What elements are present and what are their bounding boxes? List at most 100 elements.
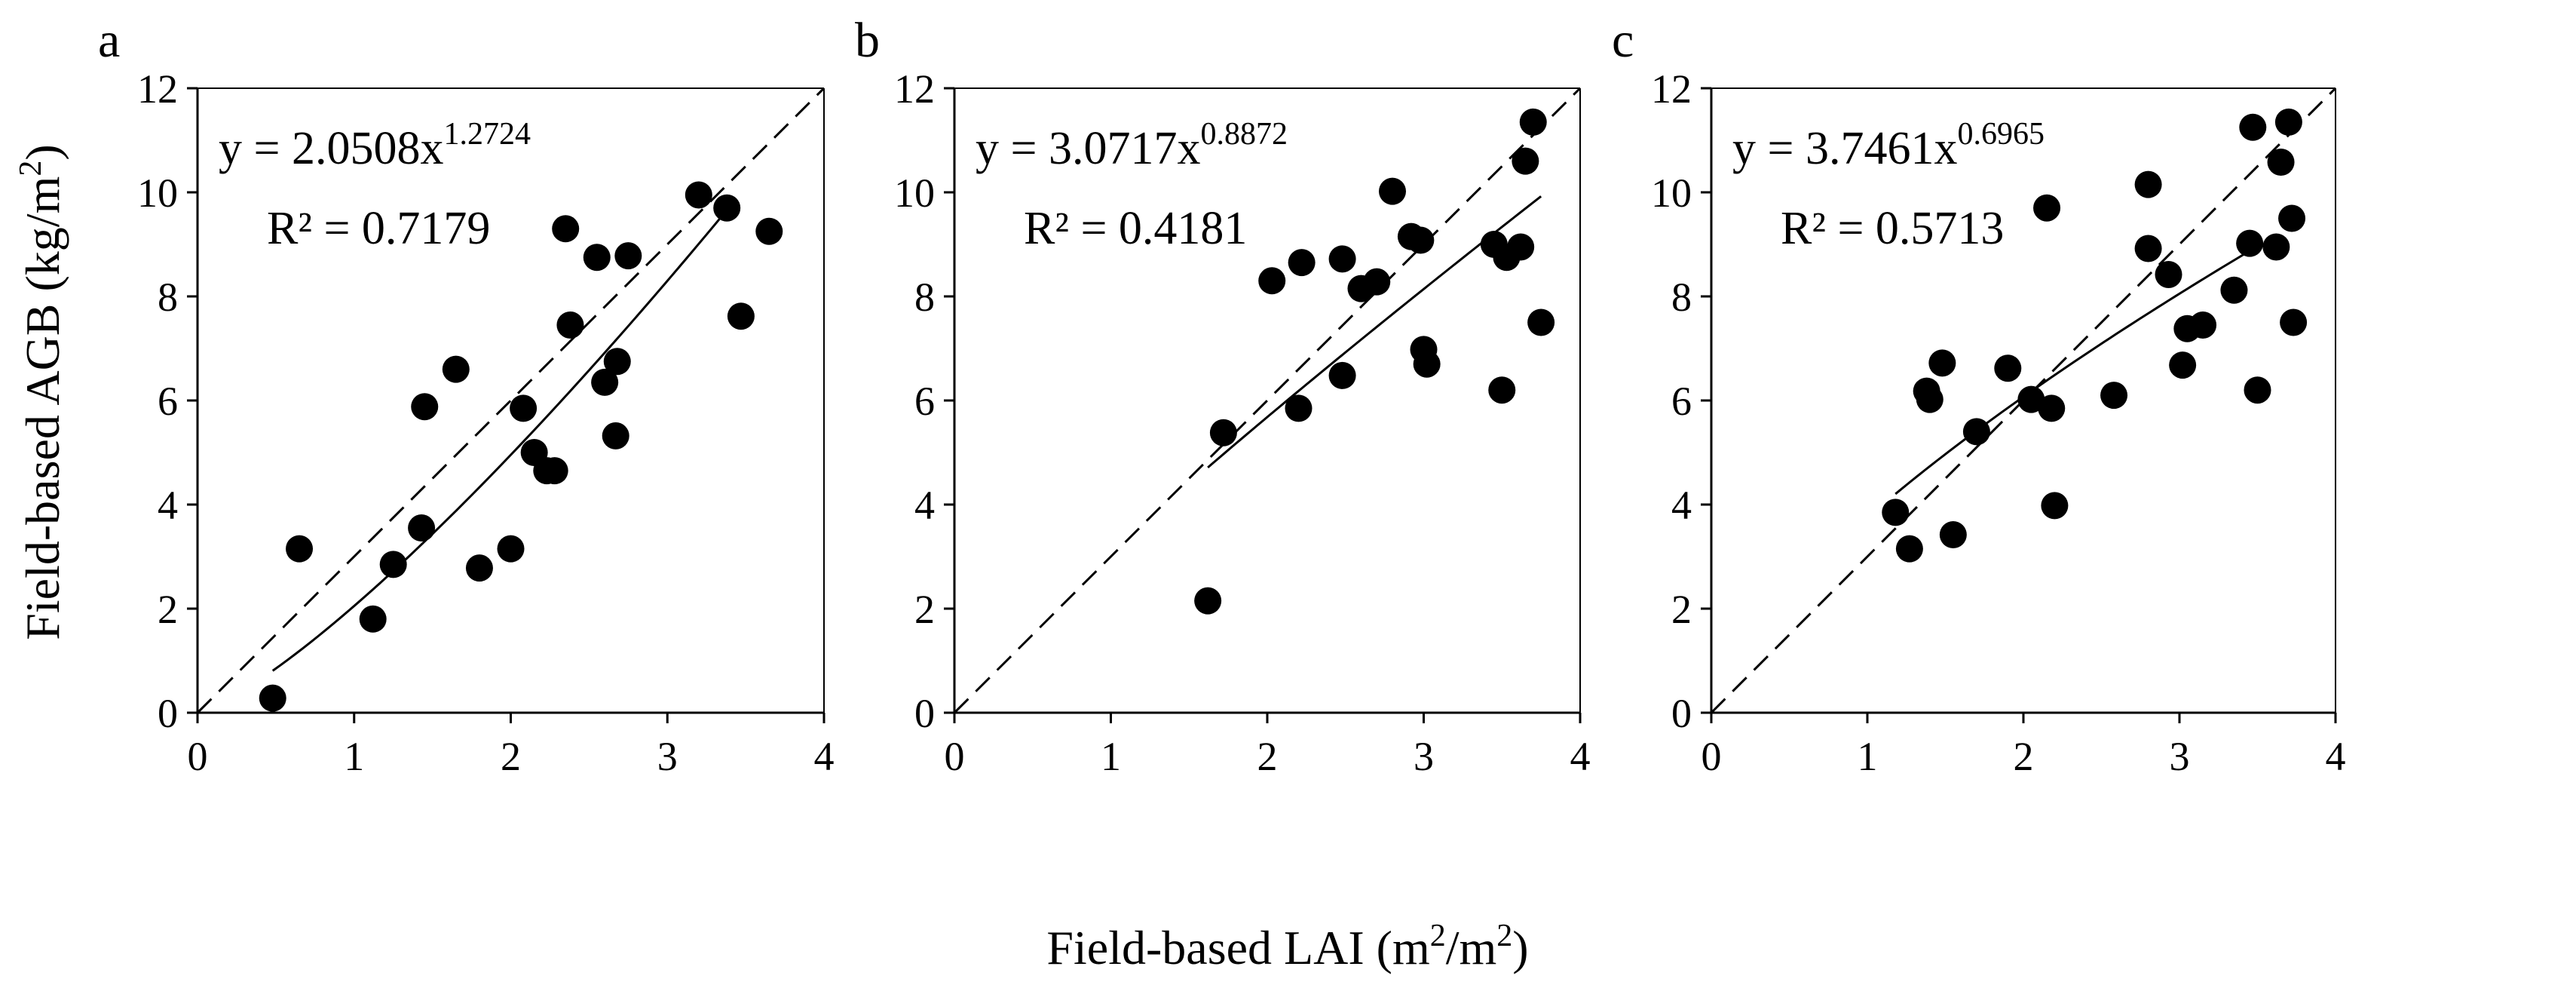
data-point: [755, 217, 783, 245]
data-point: [2134, 235, 2162, 262]
y-tick-label: 8: [1671, 275, 1692, 320]
data-point: [2169, 351, 2197, 379]
y-axis-label: Field-based AGB (kg/m2): [14, 144, 69, 640]
data-point: [583, 244, 611, 272]
x-tick-label: 4: [1570, 734, 1591, 779]
r-squared: R² = 0.5713: [1781, 203, 2004, 254]
data-point: [1994, 354, 2022, 382]
y-tick-label: 12: [894, 66, 935, 112]
data-point: [1285, 394, 1313, 422]
y-tick-label: 4: [914, 483, 935, 528]
y-tick-label: 0: [914, 691, 935, 736]
data-point: [1258, 267, 1286, 295]
data-point: [1519, 108, 1547, 136]
x-tick-label: 1: [1101, 734, 1121, 779]
y-tick-label: 10: [137, 170, 178, 216]
data-point: [727, 302, 755, 330]
data-point: [1962, 418, 1990, 446]
r-squared: R² = 0.7179: [267, 203, 490, 254]
data-point: [1379, 177, 1406, 205]
data-point: [259, 684, 286, 712]
equation: y = 3.7461x0.6965: [1732, 117, 2045, 174]
data-point: [603, 348, 631, 376]
data-point: [2038, 394, 2066, 422]
data-point: [1363, 268, 1391, 296]
data-point: [2239, 113, 2267, 141]
data-point: [556, 311, 584, 339]
y-tick-label: 4: [1671, 483, 1692, 528]
y-axis-label-main: Field-based AGB (kg/m: [16, 176, 69, 640]
x-tick-label: 3: [2170, 734, 2190, 779]
data-point: [2189, 311, 2217, 339]
panel-label: b: [855, 13, 880, 68]
equation: y = 2.0508x1.2724: [219, 117, 531, 174]
data-point: [2274, 108, 2302, 136]
data-point: [2134, 170, 2162, 198]
x-tick-label: 4: [814, 734, 835, 779]
data-point: [286, 535, 314, 563]
data-point: [497, 535, 525, 563]
equation-base: y = 3.0717x: [976, 123, 1200, 174]
y-tick-label: 2: [914, 587, 935, 632]
data-point: [1288, 249, 1316, 277]
data-point: [1488, 376, 1516, 404]
data-point: [2278, 204, 2306, 232]
data-point: [1527, 308, 1555, 336]
x-tick-label: 4: [2326, 734, 2346, 779]
fit-curve: [1894, 247, 2254, 496]
data-point: [411, 393, 439, 421]
x-axis-label-mid: /m: [1446, 921, 1497, 974]
data-point: [359, 605, 387, 633]
data-point: [2100, 382, 2128, 410]
data-point: [1512, 147, 1539, 175]
x-tick-label: 2: [2014, 734, 2034, 779]
data-point: [1209, 419, 1237, 446]
data-point: [1928, 349, 1956, 377]
data-point: [1194, 587, 1222, 615]
x-tick-label: 0: [188, 734, 208, 779]
data-point: [2244, 376, 2271, 404]
y-tick-label: 10: [894, 170, 935, 216]
data-point: [1507, 233, 1535, 261]
x-tick-label: 2: [1257, 734, 1278, 779]
data-point: [408, 514, 436, 542]
data-point: [2262, 233, 2290, 261]
x-tick-label: 0: [1702, 734, 1722, 779]
x-axis-label-sup1: 2: [1430, 919, 1446, 953]
data-point: [685, 181, 712, 209]
x-tick-label: 1: [1858, 734, 1878, 779]
equation-exponent: 1.2724: [443, 117, 531, 152]
data-point: [2236, 229, 2264, 257]
y-tick-label: 8: [914, 275, 935, 320]
data-point: [1407, 226, 1435, 254]
panel-label: c: [1612, 13, 1634, 68]
x-axis-label: Field-based LAI (m2/m2): [1046, 919, 1528, 974]
data-point: [1328, 245, 1356, 273]
y-tick-label: 6: [158, 379, 178, 424]
y-tick-label: 12: [1651, 66, 1692, 112]
equation-base: y = 3.7461x: [1732, 123, 1957, 174]
data-point: [2033, 194, 2061, 222]
equation-exponent: 0.6965: [1957, 117, 2045, 152]
y-tick-label: 2: [1671, 587, 1692, 632]
data-point: [379, 551, 407, 578]
y-tick-label: 6: [1671, 379, 1692, 424]
r-squared: R² = 0.4181: [1024, 203, 1247, 254]
data-point: [2220, 276, 2248, 304]
y-tick-label: 10: [1651, 170, 1692, 216]
data-point: [541, 457, 568, 485]
data-point: [1413, 350, 1441, 378]
x-tick-label: 1: [344, 734, 364, 779]
y-tick-label: 8: [158, 275, 178, 320]
data-point: [1895, 535, 1923, 563]
reference-line: [196, 87, 825, 714]
data-point: [602, 422, 629, 450]
y-axis-label-end: ): [16, 144, 69, 160]
data-point: [442, 355, 470, 383]
x-tick-label: 0: [945, 734, 965, 779]
reference-line: [953, 87, 1582, 714]
